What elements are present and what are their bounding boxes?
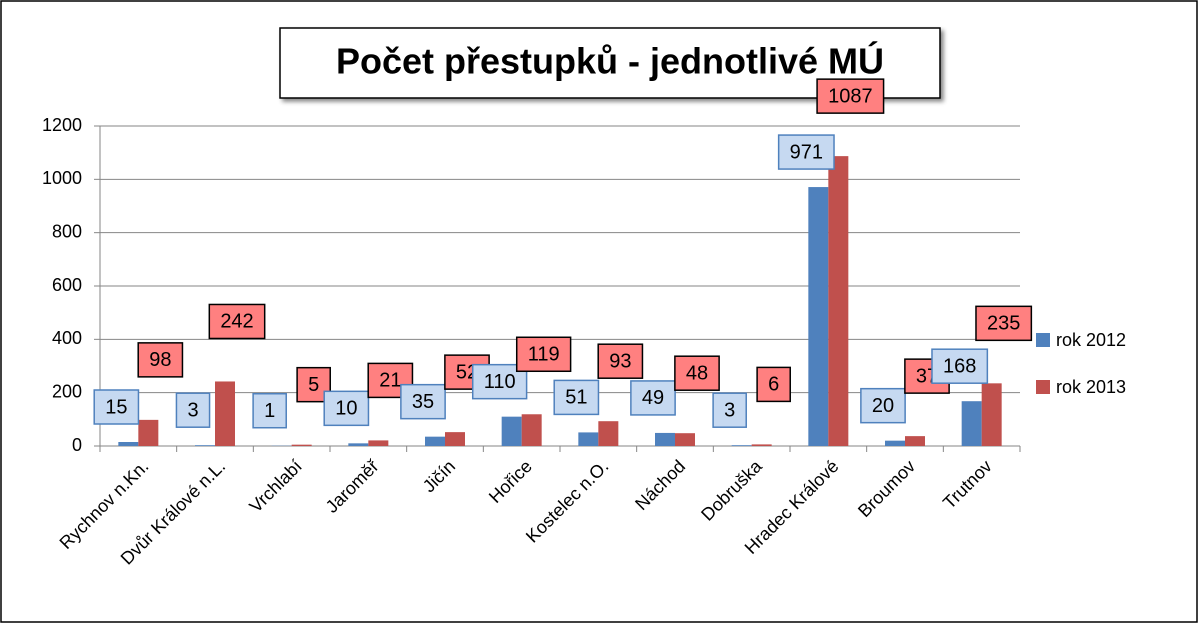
data-label: 1087 xyxy=(828,85,873,107)
bar xyxy=(348,443,369,446)
bar xyxy=(751,444,772,446)
data-label: 20 xyxy=(872,395,894,417)
data-label: 242 xyxy=(220,311,253,333)
data-label-box xyxy=(860,387,906,424)
data-label-box xyxy=(323,390,370,427)
bar xyxy=(598,421,619,446)
data-label: 3 xyxy=(724,399,735,421)
data-label: 971 xyxy=(790,141,823,163)
data-label-box xyxy=(630,380,676,416)
data-label: 10 xyxy=(335,398,357,420)
data-label: 21 xyxy=(379,370,401,392)
data-label: 168 xyxy=(943,355,976,377)
bar xyxy=(501,416,522,446)
legend-swatch xyxy=(1036,380,1050,394)
data-label-box xyxy=(597,343,644,379)
y-tick-label: 600 xyxy=(52,275,82,295)
data-label-box xyxy=(296,366,331,403)
data-label-box xyxy=(137,342,184,378)
data-label: 35 xyxy=(412,391,434,413)
bar xyxy=(655,432,675,446)
chart-title: Počet přestupků - jednotlivé MÚ xyxy=(336,40,884,82)
data-label: 1 xyxy=(264,400,275,422)
y-tick-label: 1000 xyxy=(42,168,82,188)
bar xyxy=(425,436,445,446)
bar xyxy=(195,445,215,446)
bar xyxy=(961,401,982,446)
y-tick-label: 0 xyxy=(72,435,82,455)
bar xyxy=(291,444,312,446)
data-label-box xyxy=(777,134,835,170)
data-label: 48 xyxy=(686,362,708,384)
y-tick-label: 1200 xyxy=(42,115,82,135)
bar xyxy=(885,440,905,446)
bar xyxy=(445,432,465,446)
data-label-box xyxy=(252,392,287,429)
data-label: 5 xyxy=(308,374,319,396)
bar xyxy=(981,383,1002,446)
data-label: 119 xyxy=(528,344,560,366)
data-label: 93 xyxy=(609,350,631,372)
legend-swatch xyxy=(1036,333,1050,347)
data-label-box xyxy=(816,78,885,114)
data-label-box xyxy=(931,348,989,384)
data-label-box xyxy=(674,355,720,391)
bar xyxy=(578,432,599,446)
y-tick-label: 200 xyxy=(52,381,82,401)
bar xyxy=(828,156,849,446)
data-label: 15 xyxy=(105,396,127,418)
y-tick-label: 400 xyxy=(52,328,82,348)
data-label-box xyxy=(756,366,791,403)
bar xyxy=(675,433,695,446)
data-label-box xyxy=(975,305,1033,342)
data-label: 235 xyxy=(987,313,1020,335)
bar xyxy=(808,187,829,447)
data-label-box xyxy=(208,303,266,340)
data-label: 6 xyxy=(768,374,779,396)
data-label-box xyxy=(93,389,140,425)
data-label-box xyxy=(515,336,572,373)
data-label-box xyxy=(175,392,211,428)
data-label: 98 xyxy=(149,349,171,371)
data-label: 3 xyxy=(187,399,198,421)
data-label: 51 xyxy=(565,387,587,409)
legend-label: rok 2013 xyxy=(1056,377,1126,397)
data-label: 110 xyxy=(484,371,516,393)
data-label-box xyxy=(712,392,747,428)
bar xyxy=(368,440,389,446)
bar xyxy=(731,445,752,446)
bar xyxy=(521,414,542,446)
data-label-box xyxy=(400,383,446,420)
y-tick-label: 800 xyxy=(52,221,82,241)
data-label-box xyxy=(553,379,600,416)
bar xyxy=(905,436,925,446)
legend-label: rok 2012 xyxy=(1056,330,1126,350)
bar xyxy=(138,419,159,446)
bar xyxy=(215,381,235,446)
data-label: 49 xyxy=(642,387,664,409)
bar xyxy=(118,442,139,446)
